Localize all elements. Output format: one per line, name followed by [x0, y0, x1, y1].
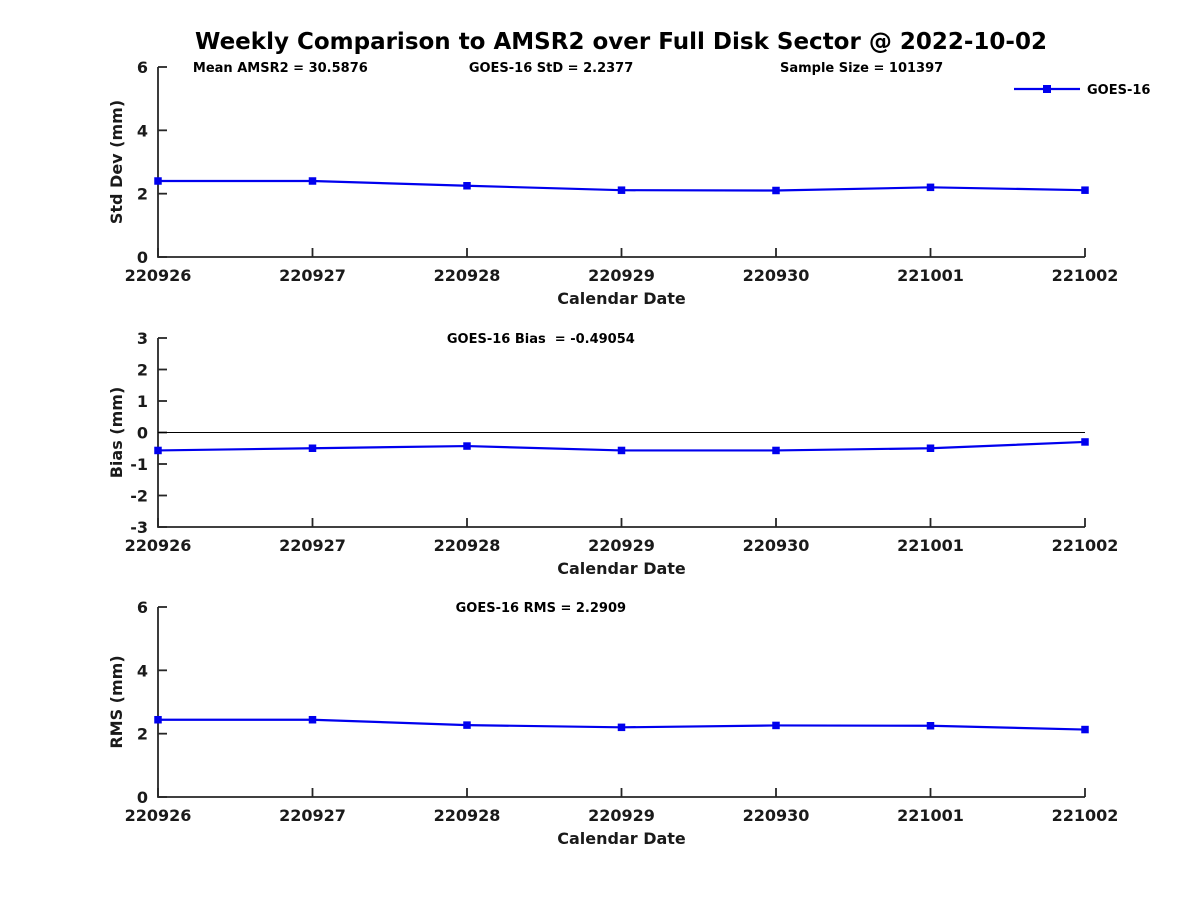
x-tick-label: 220930 [743, 536, 810, 555]
x-tick-label: 221002 [1052, 266, 1119, 285]
y-tick-label: 4 [137, 121, 148, 140]
y-tick-label: 2 [137, 725, 148, 744]
x-tick-label: 220928 [434, 536, 501, 555]
y-tick-label: 0 [137, 424, 148, 443]
x-tick-label: 220930 [743, 806, 810, 825]
data-point-marker [463, 442, 471, 450]
y-tick-label: 2 [137, 361, 148, 380]
x-tick-label: 220929 [588, 266, 655, 285]
data-point-marker [463, 182, 471, 190]
data-point-marker [1081, 186, 1089, 194]
data-point-marker [154, 177, 162, 185]
x-tick-label: 221002 [1052, 536, 1119, 555]
y-tick-label: 0 [137, 788, 148, 807]
data-point-marker [154, 715, 162, 724]
y-axis-label: Std Dev (mm) [107, 100, 126, 224]
data-point-marker [926, 183, 935, 192]
y-tick-label: 6 [137, 598, 148, 617]
x-tick-label: 220930 [743, 266, 810, 285]
data-point-marker [308, 177, 317, 185]
y-tick-label: -2 [130, 487, 148, 506]
y-tick-label: -1 [130, 455, 148, 474]
y-tick-label: 3 [137, 329, 148, 348]
x-tick-label: 221002 [1052, 806, 1119, 825]
x-tick-label: 220927 [279, 536, 346, 555]
stat-annotation: GOES-16 RMS = 2.2909 [456, 601, 626, 616]
legend-marker [1043, 85, 1051, 93]
stat-annotation: GOES-16 Bias = -0.49054 [447, 332, 635, 347]
figure-title: Weekly Comparison to AMSR2 over Full Dis… [195, 29, 1047, 55]
data-point-marker [1081, 438, 1089, 446]
x-tick-label: 220927 [279, 806, 346, 825]
x-axis-label: Calendar Date [557, 559, 686, 578]
x-tick-label: 220926 [125, 536, 192, 555]
x-tick-label: 220928 [434, 266, 501, 285]
x-tick-label: 220928 [434, 806, 501, 825]
data-point-marker [308, 715, 317, 724]
axis-frame [157, 607, 1085, 798]
data-point-marker [154, 446, 162, 455]
y-tick-label: 2 [137, 185, 148, 204]
data-point-marker [772, 446, 780, 455]
stat-annotation: Mean AMSR2 = 30.5876 [193, 61, 368, 76]
stat-annotation: GOES-16 StD = 2.2377 [469, 61, 633, 76]
x-tick-label: 220929 [588, 806, 655, 825]
y-tick-label: 4 [137, 661, 148, 680]
data-point-marker [617, 446, 626, 455]
data-point-marker [617, 723, 626, 732]
x-tick-label: 221001 [897, 536, 964, 555]
x-axis-label: Calendar Date [557, 829, 686, 848]
x-tick-label: 221001 [897, 266, 964, 285]
data-point-marker [1081, 725, 1089, 734]
legend-label: GOES-16 [1087, 83, 1150, 98]
axis-frame [157, 67, 1085, 258]
data-point-marker [617, 186, 626, 194]
y-axis-label: Bias (mm) [107, 387, 126, 479]
data-point-marker [463, 721, 471, 729]
y-tick-label: 0 [137, 248, 148, 267]
y-tick-label: -3 [130, 518, 148, 537]
subplot-bias: -3 -2 -1 0 1 2 3 220926 220927 220928 220929 220930… [107, 329, 1118, 578]
x-tick-label: 220926 [125, 266, 192, 285]
x-tick-label: 220927 [279, 266, 346, 285]
x-tick-label: 221001 [897, 806, 964, 825]
subplot-stddev: 0 2 4 6 220926 220927 220928 220929 220930 221001… [107, 58, 1150, 308]
data-point-marker [926, 444, 935, 452]
data-point-marker [308, 444, 317, 452]
y-tick-label: 6 [137, 58, 148, 77]
x-tick-label: 220926 [125, 806, 192, 825]
y-axis-label: RMS (mm) [107, 655, 126, 748]
stat-annotation: Sample Size = 101397 [780, 61, 943, 76]
x-tick-label: 220929 [588, 536, 655, 555]
x-axis-label: Calendar Date [557, 289, 686, 308]
y-tick-label: 1 [137, 392, 148, 411]
data-point-marker [772, 721, 780, 730]
data-point-marker [772, 186, 780, 195]
subplot-rms: 0 2 4 6 220926 220927 220928 220929 220930 221001… [107, 598, 1118, 848]
data-point-marker [926, 722, 935, 730]
